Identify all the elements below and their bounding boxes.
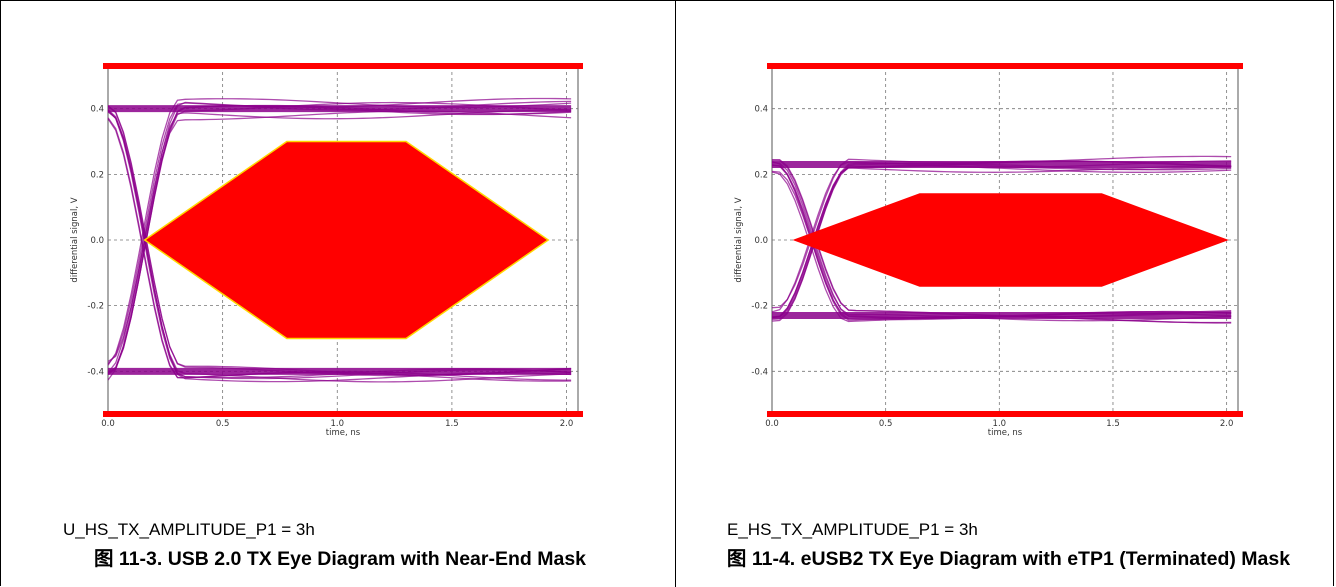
x-axis-label: time, ns — [326, 428, 361, 438]
amplitude-setting: U_HS_TX_AMPLITUDE_P1 = 3h — [63, 520, 315, 539]
x-tick-label: 2.0 — [1220, 419, 1234, 429]
eye-trace — [107, 104, 572, 376]
caption-prefix: 图 — [93, 548, 114, 570]
figure-panel-right: 0.0 0.5 1.0 1.5 2.0 0.4 0.2 0.0 -0.2 -0.4 time, ns… — [676, 0, 1336, 587]
y-tick-label: 0.2 — [754, 170, 768, 180]
y-tick-label: 0.0 — [754, 236, 768, 246]
y-tick-label: -0.4 — [87, 367, 104, 377]
x-tick-label: 0.5 — [879, 419, 893, 429]
eye-trace — [107, 98, 572, 366]
eye-trace — [107, 117, 572, 381]
y-tick-label: 0.0 — [90, 236, 104, 246]
x-tick-label: 1.0 — [331, 419, 345, 429]
y-tick-label: -0.4 — [751, 367, 768, 377]
eye-trace — [107, 100, 572, 365]
figure-caption: 图 11-3. USB 2.0 TX Eye Diagram with Near… — [30, 547, 650, 572]
caption-text: 11-3. USB 2.0 TX Eye Diagram with Near-E… — [118, 548, 587, 570]
amplitude-setting: E_HS_TX_AMPLITUDE_P1 = 3h — [727, 520, 978, 539]
eye-trace — [771, 162, 1232, 320]
mask-upper-limit — [767, 63, 1243, 69]
panel-divider — [675, 0, 676, 587]
y-tick-label: -0.2 — [87, 302, 104, 312]
eye-diagram-eusb2: 0.0 0.5 1.0 1.5 2.0 0.4 0.2 0.0 -0.2 -0.4 time, ns… — [734, 63, 1243, 438]
eye-trace — [107, 109, 572, 380]
eye-trace — [771, 161, 1232, 319]
figure-caption: 图 11-4. eUSB2 TX Eye Diagram with eTP1 (… — [726, 547, 1291, 572]
mask-upper-limit — [103, 63, 583, 69]
eye-trace — [771, 164, 1232, 322]
eye-trace — [107, 101, 572, 374]
eye-mask-hexagon — [143, 140, 550, 340]
y-axis-label: differential signal, V — [734, 197, 744, 282]
eye-trace — [107, 110, 572, 381]
y-tick-label: -0.2 — [751, 302, 768, 312]
x-tick-label: 0.0 — [101, 419, 115, 429]
eye-trace — [107, 109, 572, 374]
eye-trace — [771, 160, 1232, 313]
x-tick-label: 2.0 — [560, 419, 574, 429]
eye-trace — [107, 111, 572, 383]
x-tick-label: 1.5 — [1106, 419, 1120, 429]
y-tick-label: 0.2 — [90, 170, 104, 180]
caption-text: 11-4. eUSB2 TX Eye Diagram with eTP1 (Te… — [751, 548, 1291, 570]
x-axis-label: time, ns — [988, 428, 1023, 438]
eye-diagram-usb2: 0.0 0.5 1.0 1.5 2.0 0.4 0.2 0.0 -0.2 -0.4 time, ns… — [70, 63, 583, 438]
mask-lower-limit — [103, 411, 583, 417]
figure-panel-left: 0.0 0.5 1.0 1.5 2.0 0.4 0.2 0.0 -0.2 -0.4 time, ns… — [30, 63, 650, 572]
y-tick-label: 0.4 — [754, 105, 768, 115]
x-tick-label: 0.5 — [216, 419, 230, 429]
y-tick-label: 0.4 — [90, 105, 104, 115]
x-tick-label: 1.0 — [993, 419, 1007, 429]
mask-lower-limit — [767, 411, 1243, 417]
x-tick-label: 0.0 — [765, 419, 779, 429]
caption-prefix: 图 — [726, 548, 747, 570]
x-tick-label: 1.5 — [445, 419, 459, 429]
y-axis-label: differential signal, V — [70, 197, 80, 282]
eye-mask-hexagon — [792, 193, 1229, 287]
